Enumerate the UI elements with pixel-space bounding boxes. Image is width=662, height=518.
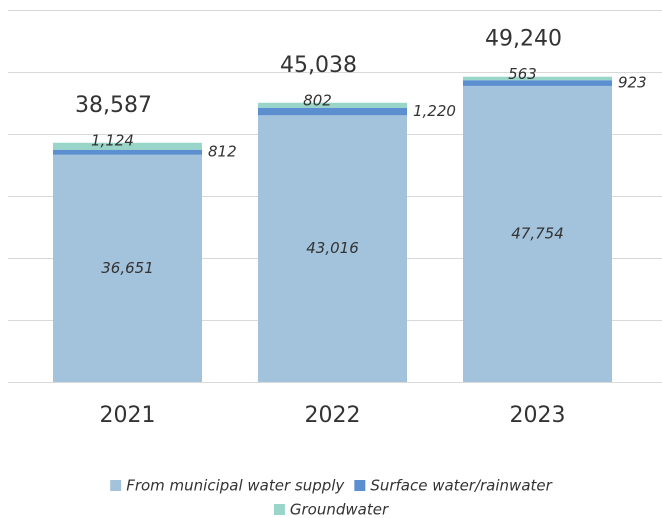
value-label: 43,016	[306, 239, 359, 257]
value-label: 563	[508, 65, 537, 83]
bar-segment	[258, 115, 407, 383]
value-label: 923	[618, 74, 647, 92]
bar-segment	[258, 107, 407, 116]
legend-swatch	[354, 480, 366, 491]
bar-segment	[463, 80, 612, 86]
total-label: 45,038	[280, 53, 357, 78]
x-tick-label: 2021	[100, 403, 156, 428]
bar-segment	[53, 149, 202, 155]
x-tick-label: 2022	[305, 403, 361, 428]
bar-segment	[258, 102, 407, 108]
bar-segment	[463, 76, 612, 81]
value-label: 802	[303, 91, 332, 109]
value-label: 812	[208, 143, 237, 161]
value-label: 1,124	[91, 131, 134, 149]
legend-label: Surface water/rainwater	[370, 477, 552, 495]
bar-segment	[463, 85, 612, 382]
legend-swatch	[110, 480, 122, 491]
bar-segment	[53, 154, 202, 382]
value-label: 47,754	[511, 224, 564, 242]
legend-label: Groundwater	[290, 501, 389, 518]
value-label: 36,651	[101, 259, 154, 277]
total-label: 49,240	[485, 27, 562, 52]
legend-label: From municipal water supply	[126, 477, 345, 495]
bar-segment	[53, 142, 202, 150]
legend-swatch	[273, 504, 285, 515]
total-label: 38,587	[75, 93, 152, 118]
x-tick-label: 2023	[510, 403, 566, 428]
value-label: 1,220	[413, 102, 456, 120]
